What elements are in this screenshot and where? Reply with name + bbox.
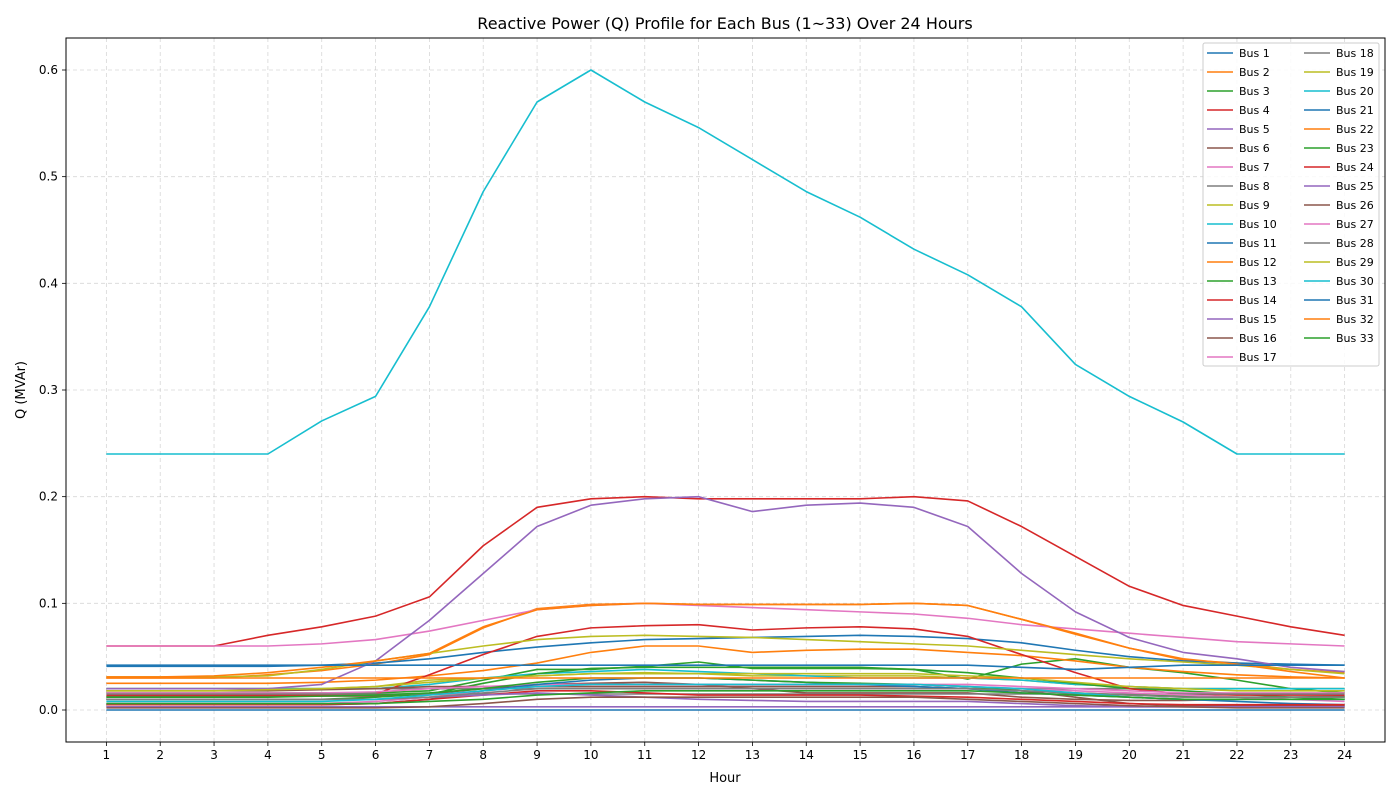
- legend-label: Bus 33: [1336, 332, 1374, 345]
- series-line-bus-14: [106, 623, 1345, 696]
- series-line-bus-28: [106, 687, 1345, 701]
- y-tick-label: 0.0: [39, 703, 58, 717]
- legend-label: Bus 9: [1239, 199, 1270, 212]
- x-tick-label: 21: [1175, 748, 1190, 762]
- x-tick-label: 2: [156, 748, 164, 762]
- x-tick-label: 13: [745, 748, 760, 762]
- x-tick-label: 10: [583, 748, 598, 762]
- x-tick-label: 24: [1337, 748, 1352, 762]
- legend-label: Bus 8: [1239, 180, 1270, 193]
- grid-layer: [66, 38, 1385, 742]
- series-line-bus-24: [106, 689, 1345, 706]
- legend-label: Bus 28: [1336, 237, 1374, 250]
- x-tick-label: 9: [533, 748, 541, 762]
- y-tick-label: 0.2: [39, 490, 58, 504]
- x-tick-label: 19: [1068, 748, 1083, 762]
- legend-label: Bus 26: [1336, 199, 1374, 212]
- legend-label: Bus 29: [1336, 256, 1374, 269]
- x-tick-label: 23: [1283, 748, 1298, 762]
- series-line-bus-22: [106, 602, 1345, 679]
- x-tick-label: 22: [1229, 748, 1244, 762]
- x-tick-label: 7: [426, 748, 434, 762]
- legend-label: Bus 3: [1239, 85, 1270, 98]
- legend-label: Bus 15: [1239, 313, 1277, 326]
- x-tick-label: 3: [210, 748, 218, 762]
- x-tick-label: 11: [637, 748, 652, 762]
- legend-label: Bus 10: [1239, 218, 1277, 231]
- legend-label: Bus 31: [1336, 294, 1374, 307]
- x-tick-label: 17: [960, 748, 975, 762]
- series-line-bus-15: [106, 495, 1345, 690]
- series-layer: [106, 69, 1345, 711]
- legend-label: Bus 24: [1336, 161, 1374, 174]
- legend-label: Bus 4: [1239, 104, 1270, 117]
- x-tick-label: 16: [906, 748, 921, 762]
- y-tick-label: 0.1: [39, 596, 58, 610]
- legend-label: Bus 27: [1336, 218, 1374, 231]
- x-axis-label: Hour: [709, 771, 741, 786]
- series-line-bus-7: [106, 602, 1345, 647]
- x-tick-label: 14: [799, 748, 814, 762]
- legend-label: Bus 5: [1239, 123, 1270, 136]
- legend: Bus 1 Bus 2 Bus 3 Bus 4 Bus 5 Bus 6 Bus 7 Bus 8…: [1202, 42, 1380, 367]
- x-tick-label: 18: [1014, 748, 1029, 762]
- chart-title: Reactive Power (Q) Profile for Each Bus …: [477, 14, 972, 33]
- legend-label: Bus 25: [1336, 180, 1374, 193]
- y-tick-label: 0.3: [39, 383, 58, 397]
- series-line-bus-31: [106, 664, 1345, 671]
- legend-label: Bus 11: [1239, 237, 1277, 250]
- y-tick-label: 0.4: [39, 276, 58, 290]
- legend-label: Bus 18: [1336, 47, 1374, 60]
- x-tick-label: 15: [852, 748, 867, 762]
- legend-label: Bus 16: [1239, 332, 1277, 345]
- legend-label: Bus 14: [1239, 294, 1277, 307]
- legend-items: Bus 1 Bus 2 Bus 3 Bus 4 Bus 5 Bus 6 Bus 7 Bus 8…: [1207, 47, 1374, 364]
- legend-label: Bus 13: [1239, 275, 1277, 288]
- legend-label: Bus 32: [1336, 313, 1374, 326]
- x-tick-label: 20: [1122, 748, 1137, 762]
- legend-label: Bus 30: [1336, 275, 1374, 288]
- legend-label: Bus 20: [1336, 85, 1374, 98]
- series-line-bus-4: [106, 495, 1345, 647]
- x-tick-label: 4: [264, 748, 272, 762]
- legend-label: Bus 12: [1239, 256, 1277, 269]
- series-line-bus-29: [106, 672, 1345, 692]
- legend-label: Bus 19: [1336, 66, 1374, 79]
- legend-label: Bus 17: [1239, 351, 1277, 364]
- y-tick-label: 0.5: [39, 170, 58, 184]
- legend-label: Bus 21: [1336, 104, 1374, 117]
- x-tick-label: 1: [103, 748, 111, 762]
- y-axis-label: Q (MVAr): [14, 361, 29, 419]
- legend-frame: [1202, 42, 1380, 367]
- x-tick-label: 12: [691, 748, 706, 762]
- legend-label: Bus 7: [1239, 161, 1270, 174]
- tick-layer: 1 2 3 4 5 6 7 8 9 10 11 12 13 14 15 16 17 18 19 20 21 22 23 240…: [39, 63, 1352, 762]
- series-line-bus-33: [106, 689, 1345, 705]
- series-line-bus-12: [106, 645, 1345, 685]
- y-tick-label: 0.6: [39, 63, 58, 77]
- legend-label: Bus 22: [1336, 123, 1374, 136]
- series-line-bus-20: [106, 69, 1345, 455]
- x-tick-label: 5: [318, 748, 326, 762]
- legend-label: Bus 23: [1336, 142, 1374, 155]
- x-tick-label: 8: [479, 748, 487, 762]
- legend-label: Bus 2: [1239, 66, 1270, 79]
- series-line-bus-26: [106, 696, 1345, 709]
- series-line-bus-19: [106, 634, 1345, 678]
- legend-label: Bus 1: [1239, 47, 1270, 60]
- x-tick-label: 6: [372, 748, 380, 762]
- legend-label: Bus 6: [1239, 142, 1270, 155]
